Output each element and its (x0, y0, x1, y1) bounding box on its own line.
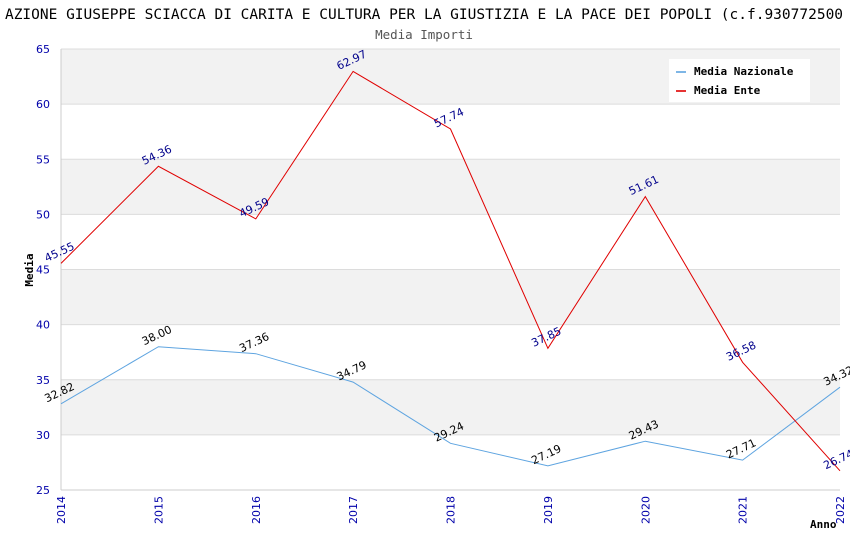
y-tick-label: 55 (36, 153, 50, 166)
x-tick-label: 2018 (445, 496, 458, 524)
data-label: 38.00 (140, 323, 174, 348)
data-label: 37.36 (237, 330, 271, 355)
y-tick-label: 50 (36, 208, 50, 221)
data-label: 27.71 (724, 436, 758, 461)
x-tick-label: 2014 (55, 496, 68, 524)
y-tick-label: 65 (36, 43, 50, 56)
data-label: 45.55 (42, 240, 76, 265)
legend-label-media-nazionale: Media Nazionale (694, 65, 794, 78)
series-line (60, 70, 841, 472)
series-lines (60, 70, 841, 472)
background-band (61, 159, 840, 215)
y-gridlines (61, 48, 840, 491)
x-tick-label: 2019 (542, 496, 555, 524)
legend-label-media-ente: Media Ente (694, 84, 761, 97)
y-tick-label: 60 (36, 98, 50, 111)
background-bands (61, 49, 840, 435)
x-tick-label: 2015 (152, 496, 165, 524)
background-band (61, 379, 840, 435)
y-tick-labels: 25 30 35 40 45 50 55 60 65 (36, 43, 50, 497)
axes (60, 49, 840, 491)
x-tick-label: 2021 (737, 496, 750, 524)
background-band (61, 269, 840, 325)
y-tick-label: 45 (36, 264, 50, 277)
y-tick-label: 30 (36, 429, 50, 442)
y-tick-label: 35 (36, 374, 50, 387)
y-tick-label: 25 (36, 484, 50, 497)
data-label: 57.74 (432, 105, 466, 130)
legend-box (669, 59, 810, 102)
x-tick-label: 2016 (250, 496, 263, 524)
chart-title: AZIONE GIUSEPPE SCIACCA DI CARITA E CULT… (5, 7, 843, 23)
x-tick-label: 2022 (834, 496, 847, 524)
y-axis-label: Media (23, 253, 36, 286)
x-tick-label: 2020 (639, 496, 652, 524)
chart-subtitle: Media Importi (375, 27, 473, 42)
legend: Media Nazionale Media Ente (669, 59, 810, 102)
x-tick-labels: 2014 2015 2016 2017 2018 2019 2020 2021 2022 (55, 496, 847, 524)
x-axis-label: Anno (810, 518, 837, 531)
y-tick-label: 40 (36, 319, 50, 332)
x-tick-label: 2017 (347, 496, 360, 524)
series-line (60, 346, 841, 467)
data-label: 26.74 (821, 447, 850, 472)
